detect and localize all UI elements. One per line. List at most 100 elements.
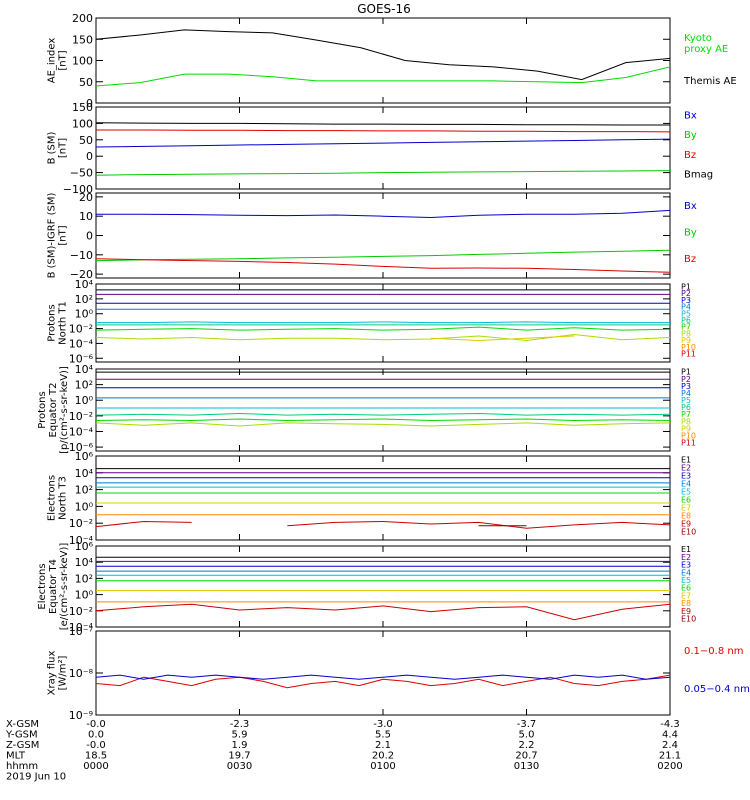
legend-entry: E10 [681, 527, 696, 536]
legend-entry: P6 [681, 316, 691, 325]
legend-entry: P5 [681, 309, 691, 318]
legend-entry: Bz [684, 150, 696, 161]
legend-entry: E9 [681, 519, 691, 528]
y-tick-label: 10⁻² [69, 323, 93, 336]
legend-entry: E6 [681, 584, 691, 593]
y-tick-label: 10⁻⁶ [69, 352, 94, 365]
y-tick-label: 10² [75, 572, 93, 585]
y-tick-label: 10⁻⁴ [69, 621, 94, 634]
series-bx [95, 138, 671, 148]
ephemeris-value: 0000 [83, 761, 108, 772]
y-tick-label: 200 [72, 12, 93, 25]
series-p6 [95, 412, 671, 416]
legend-entry: P9 [681, 424, 691, 433]
y-tick-label: 10² [75, 293, 93, 306]
ephemeris-row-label: Y-GSM [5, 730, 38, 741]
series-p8 [95, 422, 671, 427]
legend-entry: P3 [681, 382, 691, 391]
y-tick-label: 10⁰ [75, 589, 94, 602]
panel-protons_t2: 10⁴ 10² 10⁰ 10⁻² 10⁻⁴ 10⁻⁶ Protons Equator T2 [p… [37, 363, 696, 454]
ephemeris-value: -0.0 [86, 719, 106, 730]
y-tick-label: 100 [72, 117, 93, 130]
y-tick-label: 10⁻⁸ [69, 667, 94, 680]
y-tick-label: 10⁻⁷ [69, 625, 93, 638]
legend-entry: P4 [681, 389, 691, 398]
legend-entry: P11 [681, 350, 696, 359]
series-p7 [95, 326, 671, 331]
series-p8 [95, 333, 671, 342]
legend-entry: By [684, 130, 697, 141]
y-axis-label: Protons [47, 304, 58, 341]
legend-entry: P1 [681, 282, 691, 291]
legend-entry: P11 [681, 439, 696, 448]
legend-entry: By [684, 228, 697, 239]
figure-title: GOES-16 [357, 2, 411, 16]
series-themis-ae [95, 29, 671, 81]
legend-entry: 0.1−0.8 nm [684, 646, 743, 657]
y-tick-label: 10⁴ [75, 556, 94, 569]
y-tick-label: 10 [79, 210, 93, 223]
ephemeris-value: -0.0 [86, 740, 106, 751]
y-axis-label: B (SM)-IGRF (SM) [47, 193, 58, 279]
legend-entry: Bx [684, 111, 697, 122]
series-e9 [95, 520, 671, 529]
ephemeris-value: 0100 [370, 761, 395, 772]
y-axis-label: Equator T2 [48, 383, 59, 438]
panel-frame [95, 545, 671, 628]
y-tick-label: −20 [70, 268, 93, 281]
ephemeris-value: 20.7 [515, 751, 537, 762]
series-by [95, 249, 671, 262]
y-tick-label: 10⁰ [75, 308, 94, 321]
y-axis-label: B (SM) [47, 131, 58, 164]
y-axis-label: [nT] [58, 225, 69, 245]
legend-entry: E3 [681, 561, 691, 570]
y-tick-label: 20 [79, 191, 93, 204]
ephemeris-value: 2.1 [375, 740, 391, 751]
ephemeris-value: 0200 [657, 761, 682, 772]
series-bmag [95, 122, 670, 126]
y-tick-label: 150 [72, 33, 93, 46]
y-tick-label: 10⁻⁹ [69, 709, 93, 722]
y-tick-label: 10⁻² [69, 605, 93, 618]
legend-entry: E4 [681, 568, 691, 577]
legend-entry: E1 [681, 545, 691, 554]
y-tick-label: 10⁻⁶ [69, 441, 94, 454]
y-tick-label: 10⁻⁴ [69, 337, 94, 350]
legend-entry: P1 [681, 368, 691, 377]
y-tick-label: 10⁻⁴ [69, 425, 94, 438]
y-tick-label: 10⁶ [75, 540, 94, 553]
y-tick-label: 50 [79, 134, 93, 147]
y-axis-label: Electrons [47, 475, 58, 521]
series-p7 [95, 418, 671, 422]
legend-entry: E5 [681, 576, 691, 585]
panel-protons_t1: 10⁴ 10² 10⁰ 10⁻²10⁻⁴ 10⁻⁶ Protons North T1 P1P2… [47, 278, 697, 365]
legend-entry: E7 [681, 591, 691, 600]
ephemeris-value: 5.0 [519, 730, 535, 741]
ephemeris-date: 2019 Jun 10 [6, 772, 66, 783]
y-tick-label: −10 [70, 249, 93, 262]
legend-entry: E10 [681, 614, 696, 623]
legend-entry: P2 [681, 289, 691, 298]
panel-frame [95, 192, 671, 279]
legend-entry: P7 [681, 410, 691, 419]
legend-entry: E8 [681, 599, 691, 608]
legend-entry: P10 [681, 343, 696, 352]
series-0-05-0-4-nm [95, 674, 671, 680]
panel-frame [95, 368, 671, 452]
y-tick-label: 10² [75, 379, 93, 392]
panel-frame [95, 630, 671, 716]
ephemeris-value: -3.0 [373, 719, 393, 730]
ephemeris-value: 0.0 [88, 730, 104, 741]
y-tick-label: −50 [70, 167, 93, 180]
ephemeris-value: 19.7 [228, 751, 250, 762]
legend-entry: E8 [681, 511, 691, 520]
y-tick-label: 100 [72, 55, 93, 68]
y-tick-label: 10⁻² [69, 517, 93, 530]
legend-entry: 0.05−0.4 nm [684, 684, 750, 695]
ephemeris-row-label: MLT [6, 751, 26, 762]
y-tick-label: 10⁰ [75, 500, 94, 513]
legend-entry: E5 [681, 487, 691, 496]
y-tick-label: −100 [63, 183, 93, 196]
